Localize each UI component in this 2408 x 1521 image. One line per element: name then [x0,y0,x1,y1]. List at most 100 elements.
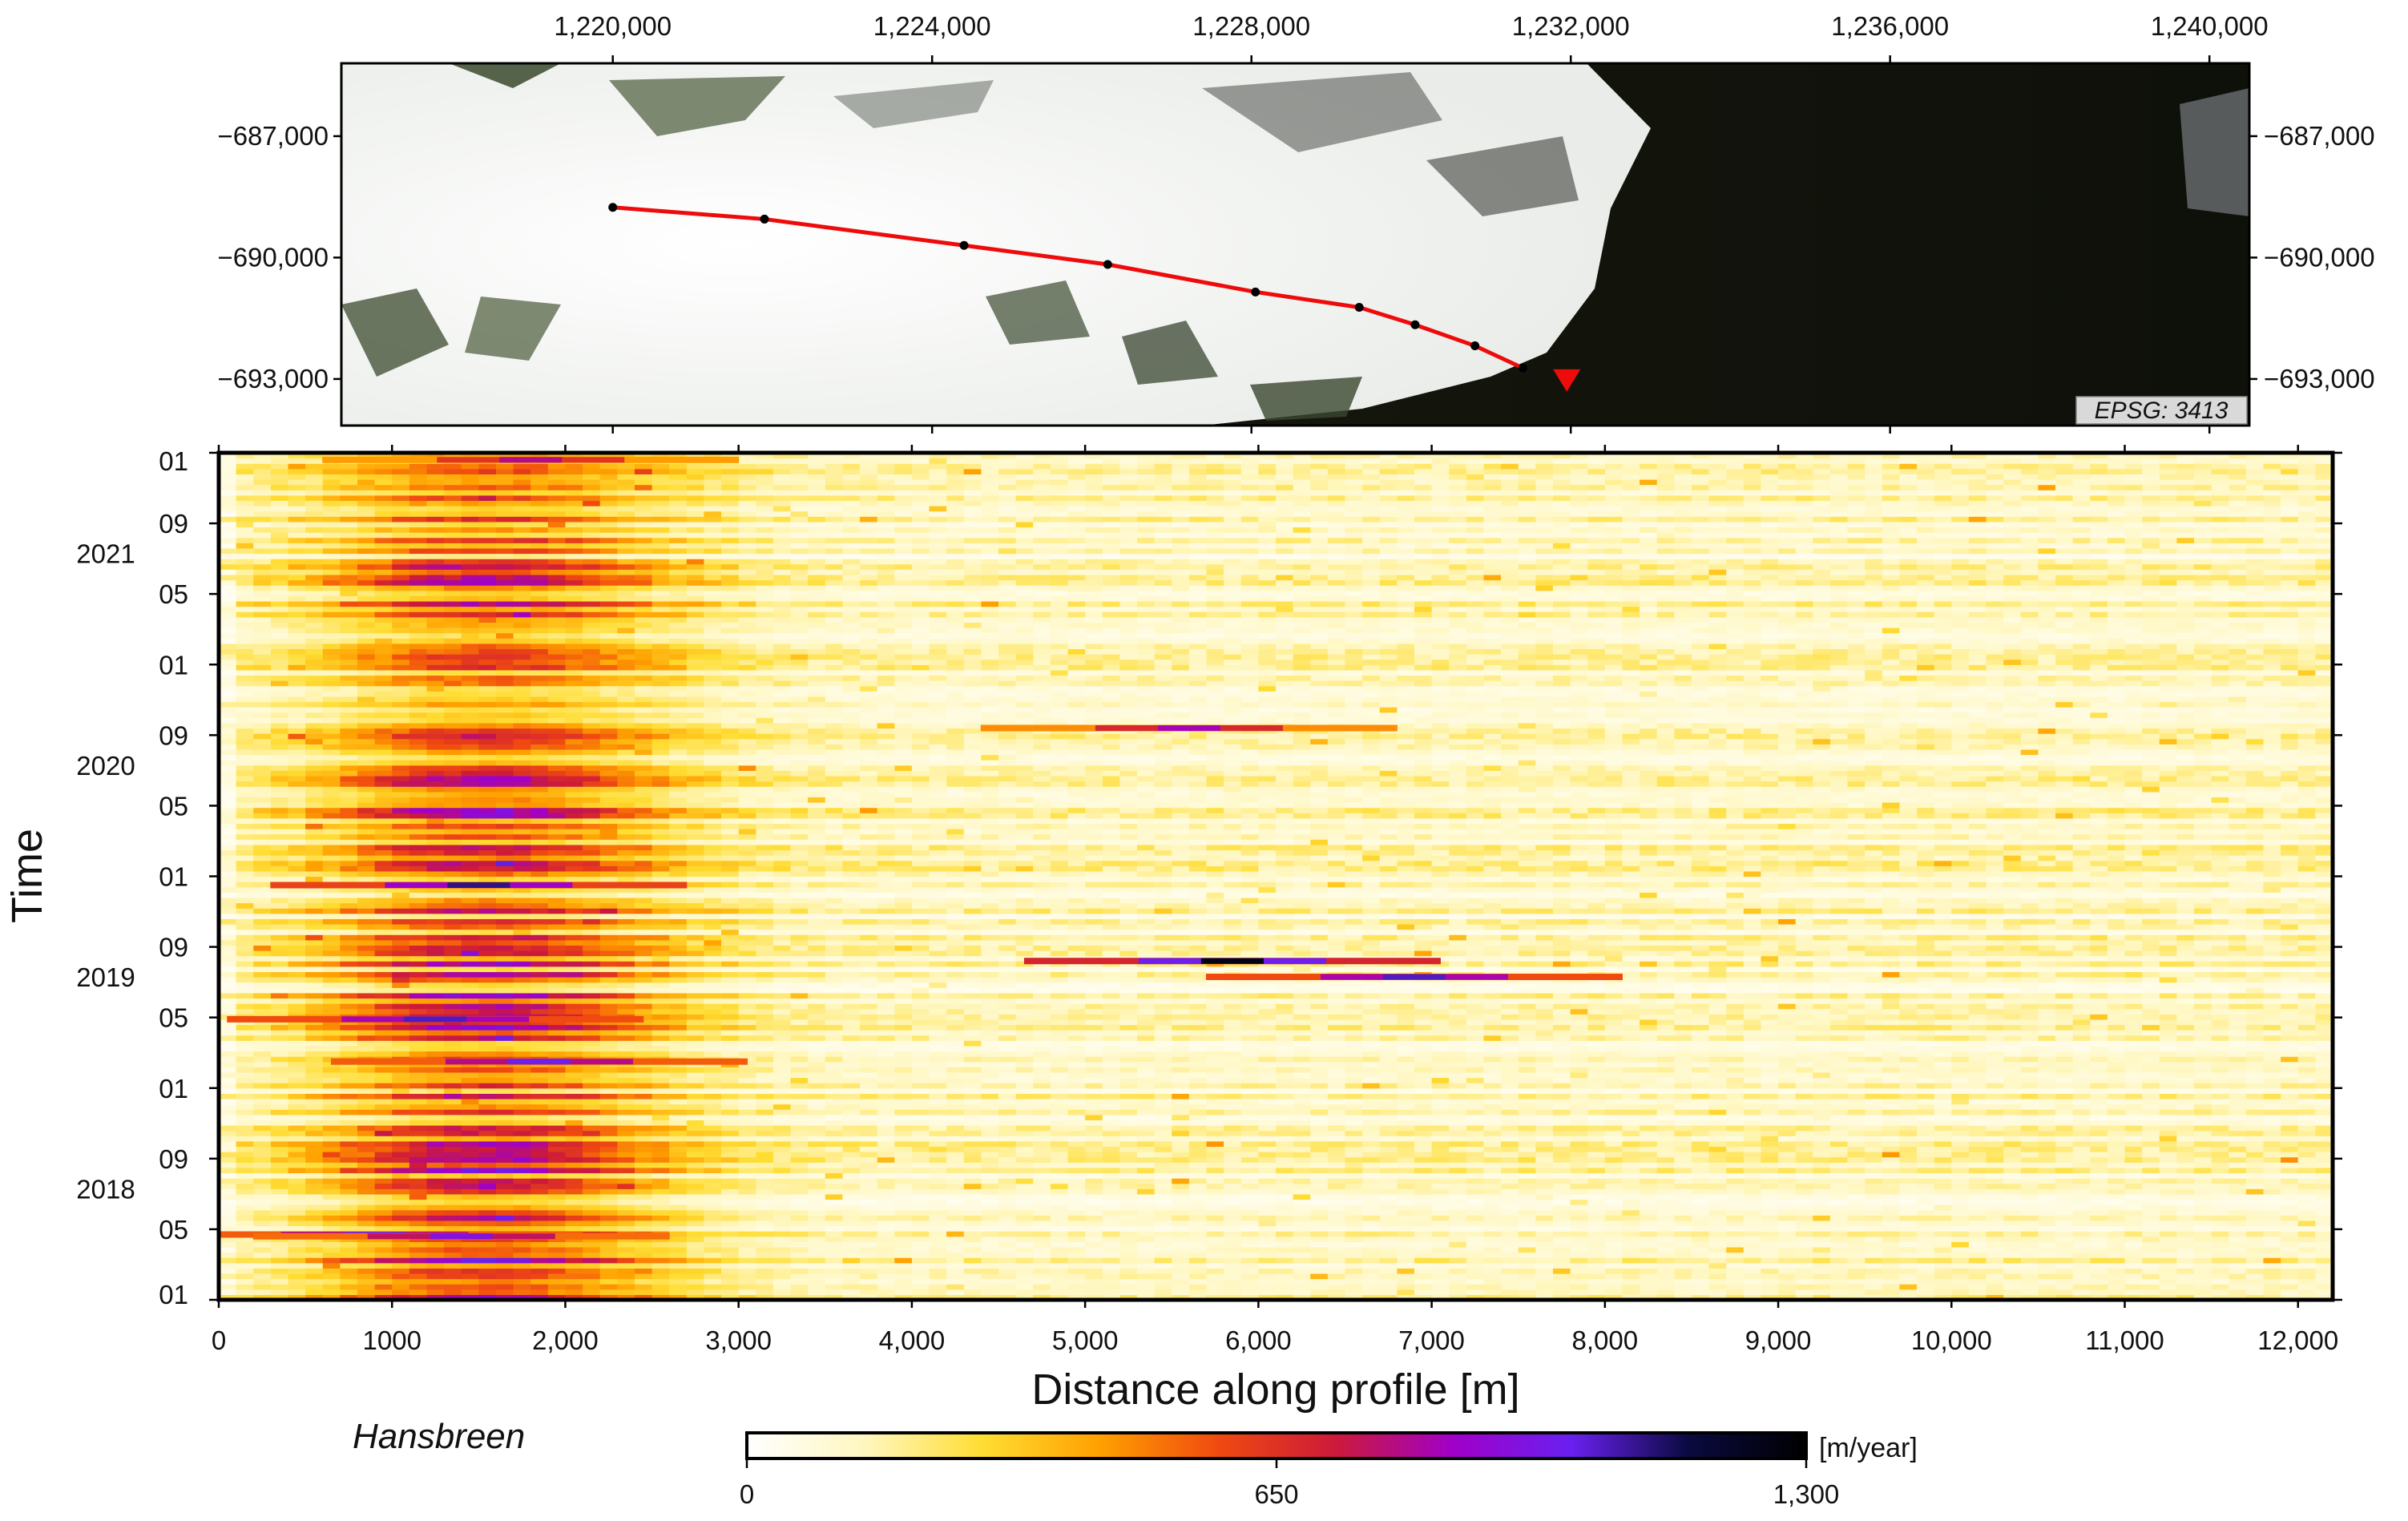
heatmap-cell [2124,1093,2143,1099]
heatmap-cell [911,1241,930,1248]
heatmap-cell [1899,1209,1918,1216]
heatmap-cell [1276,1172,1294,1179]
heatmap-cell [1829,1162,1849,1168]
heatmap-cell [374,1152,393,1158]
heatmap-cell [756,1183,774,1189]
heatmap-cell [1691,1087,1710,1094]
heatmap-cell [2281,1162,2299,1168]
heatmap-cell [1085,1294,1103,1300]
heatmap-cell [253,1156,272,1163]
heatmap-cell [599,1284,618,1290]
heatmap-cell [1327,1103,1346,1110]
heatmap-cell [599,1252,618,1258]
heatmap-cell [2072,1156,2091,1163]
heatmap-cell [1431,1252,1450,1258]
heatmap-cell [2038,1289,2056,1295]
heatmap-cell [790,1284,809,1290]
heatmap-cell [1414,1124,1433,1132]
heatmap-cell [1778,1130,1797,1136]
heatmap-cell [1570,1098,1588,1105]
heatmap-cell [946,1199,965,1205]
heatmap-cell [374,1156,393,1163]
heatmap-cell [2159,1188,2177,1195]
heatmap-cell [756,1231,774,1237]
heatmap-cell [704,1124,722,1132]
heatmap-cell [1431,1109,1450,1116]
heatmap-cell [357,1294,376,1300]
heatmap-cell [1934,1167,1952,1174]
heatmap-cell [1865,1209,1883,1216]
heatmap-cell [322,1130,341,1136]
heatmap-cell [1466,1162,1485,1168]
heatmap-cell [236,1172,254,1179]
heatmap-cell [911,1215,930,1221]
heatmap-cell [392,1225,410,1232]
heatmap-cell [1379,1136,1398,1142]
heatmap-cell [1656,1193,1675,1200]
heatmap-cell [756,1278,774,1285]
heatmap-cell [305,1284,324,1290]
heatmap-cell [1552,1152,1571,1158]
heatmap-cell [1224,1114,1242,1120]
heatmap-cell [1172,1140,1190,1148]
heatmap-cell [877,1093,895,1099]
heatmap-cell [1813,1241,1831,1248]
heatmap-cell [842,1140,861,1148]
heatmap-cell [1172,1109,1190,1116]
heatmap-cell [1917,1273,1935,1280]
heatmap-cell [772,1199,792,1205]
heatmap-cell [1640,1289,1658,1295]
heatmap-cell [513,1246,531,1253]
heatmap-cell [721,1294,740,1300]
heatmap-cell [2176,1114,2195,1120]
heatmap-cell [461,1183,479,1189]
heatmap-cell [513,1109,531,1116]
heatmap-cell [1570,1268,1588,1274]
heatmap-cell [1951,1284,1970,1290]
heatmap-cell [1085,1152,1103,1158]
heatmap-cell [1067,1209,1086,1216]
heatmap-cell [1968,1188,1987,1195]
heatmap-cell [1276,1120,1294,1126]
heatmap-cell [409,1209,428,1216]
heatmap-cell [1414,1136,1433,1142]
heatmap-cell [963,1257,982,1264]
heatmap-cell [426,1193,445,1200]
heatmap-cell [790,1172,809,1179]
heatmap-cell [842,1278,861,1285]
heatmap-cell [1899,1162,1918,1168]
heatmap-cell [2229,1098,2247,1105]
heatmap-cell [1188,1268,1208,1274]
heatmap-cell [686,1114,705,1120]
heatmap-cell [1050,1257,1069,1264]
heatmap-cell [1466,1109,1485,1116]
heatmap-cell [1033,1140,1051,1148]
heatmap-cell [963,1152,982,1158]
heatmap-cell [1899,1252,1918,1258]
heatmap-cell [756,1178,774,1184]
heatmap-cell [1501,1130,1519,1136]
heatmap-cell [2090,1225,2108,1232]
heatmap-cell [704,1140,722,1148]
heatmap-cell [2229,1093,2247,1099]
heatmap-cell [1379,1146,1398,1152]
heatmap-cell [721,1268,740,1274]
heatmap-cell [1258,1236,1277,1242]
heatmap-cell [426,1146,445,1152]
heatmap-cell [1483,1220,1502,1227]
heatmap-cell [1015,1257,1034,1264]
heatmap-cell [1362,1204,1381,1211]
heatmap-cell [772,1294,792,1300]
heatmap-cell [1240,1252,1259,1258]
heatmap-cell [1656,1241,1675,1248]
heatmap-cell [1466,1124,1485,1132]
heatmap-cell [1188,1241,1208,1248]
heatmap-cell [842,1246,861,1253]
heatmap-cell [686,1193,705,1200]
heatmap-cell [911,1120,930,1126]
heatmap-cell [426,1278,445,1285]
heatmap-cell [2297,1262,2316,1269]
heatmap-cell [1362,1193,1381,1200]
heatmap-cell [1449,1289,1467,1295]
heatmap-cell [2090,1231,2108,1237]
